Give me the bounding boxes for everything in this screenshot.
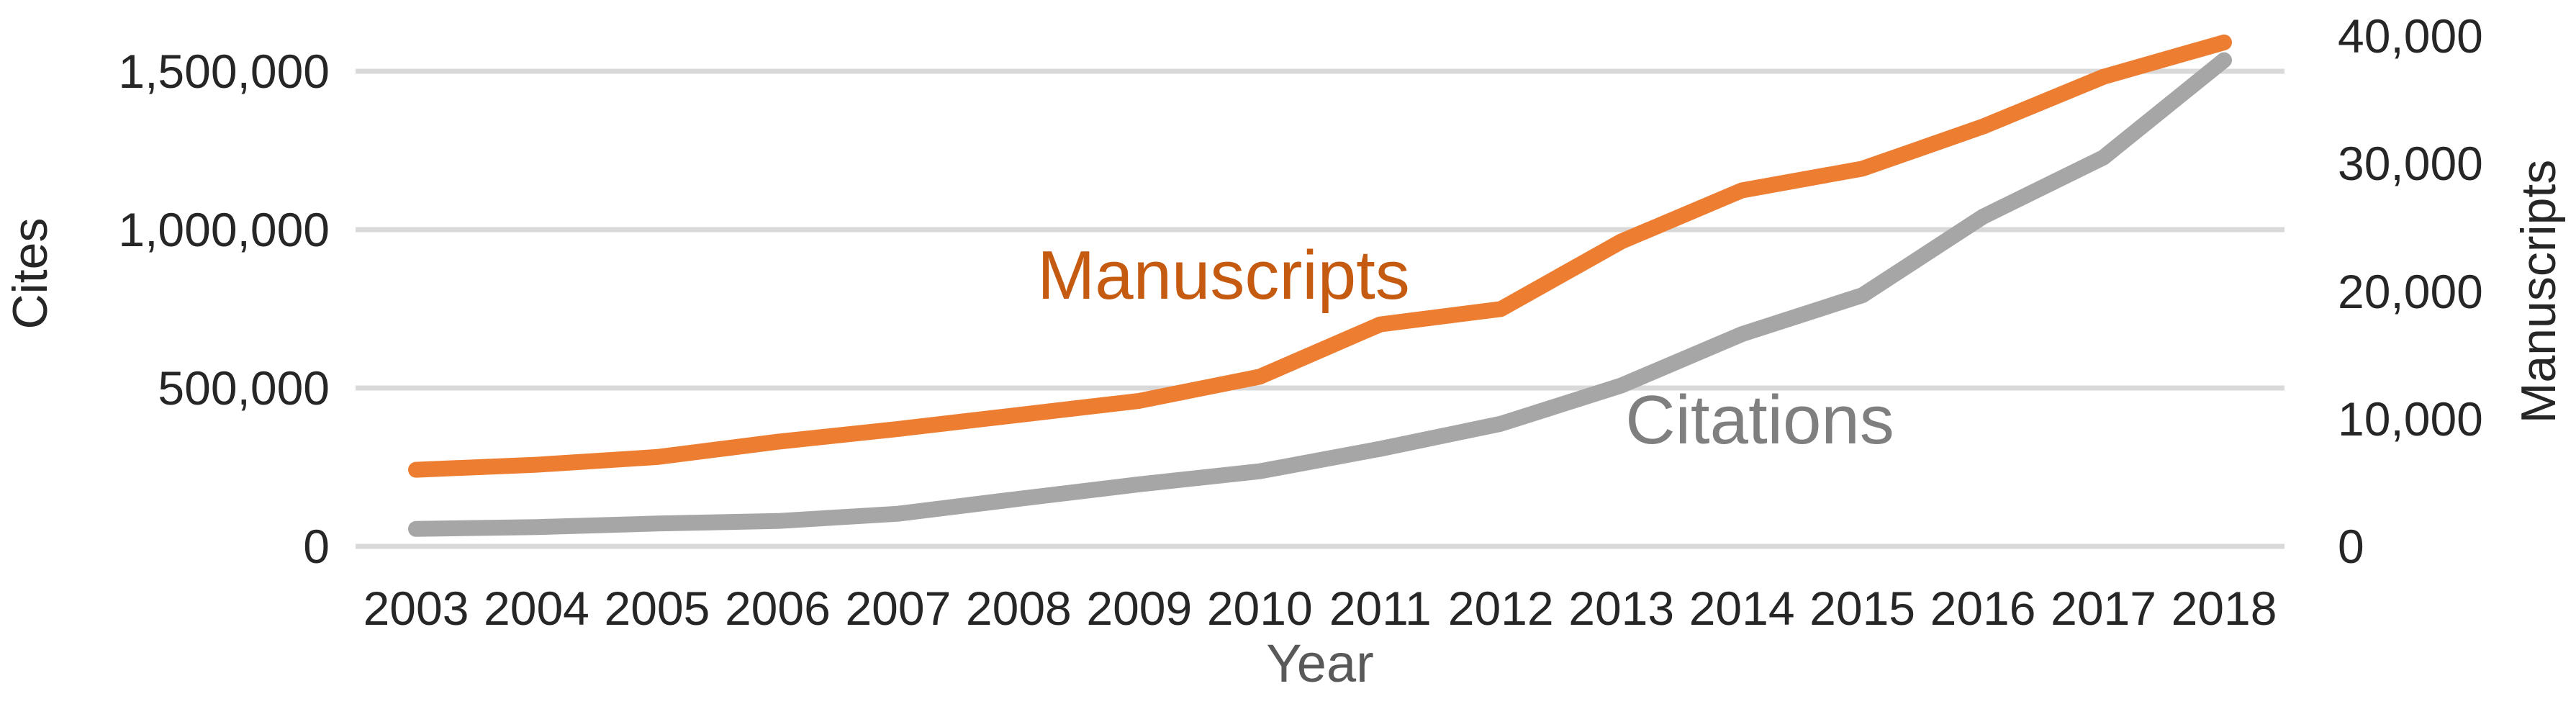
x-axis-tick: 2015 [1809, 582, 1916, 635]
right-axis-tick: 40,000 [2338, 9, 2483, 63]
left-axis-tick: 500,000 [158, 361, 330, 415]
series-line-citations [408, 52, 2232, 537]
x-axis-tick: 2006 [724, 582, 831, 635]
x-axis-tick: 2013 [1568, 582, 1675, 635]
x-axis-tick: 2010 [1206, 582, 1313, 635]
right-axis-title: Manuscripts [2511, 159, 2566, 424]
left-axis-tick: 0 [303, 520, 330, 573]
x-axis-tick: 2009 [1086, 582, 1193, 635]
x-axis-tick: 2017 [2051, 582, 2156, 635]
series-label-citations: Citations [1625, 382, 1894, 459]
x-axis-tick: 2007 [845, 582, 952, 635]
series-line-manuscripts [408, 34, 2232, 478]
right-axis-tick: 10,000 [2338, 392, 2483, 446]
x-axis-tick: 2012 [1447, 582, 1554, 635]
x-axis-tick: 2004 [484, 582, 589, 635]
right-axis-tick: 0 [2338, 520, 2364, 573]
left-axis-title: Cites [3, 217, 58, 330]
left-axis-tick: 1,000,000 [118, 203, 330, 256]
left-axis-tick: 1,500,000 [118, 45, 330, 98]
x-axis-tick: 2003 [363, 582, 469, 635]
x-axis-tick: 2014 [1689, 582, 1795, 635]
series-label-manuscripts: Manuscripts [1037, 237, 1410, 314]
x-axis-tick: 2018 [2171, 582, 2277, 635]
x-axis-tick: 2005 [604, 582, 710, 635]
x-axis-tick: 2008 [965, 582, 1072, 635]
right-axis-tick: 30,000 [2338, 137, 2483, 191]
x-axis-title: Year [1266, 633, 1374, 693]
x-axis-tick: 2011 [1329, 582, 1432, 635]
x-axis-tick: 2016 [1930, 582, 2036, 635]
right-axis-tick: 20,000 [2338, 264, 2483, 318]
